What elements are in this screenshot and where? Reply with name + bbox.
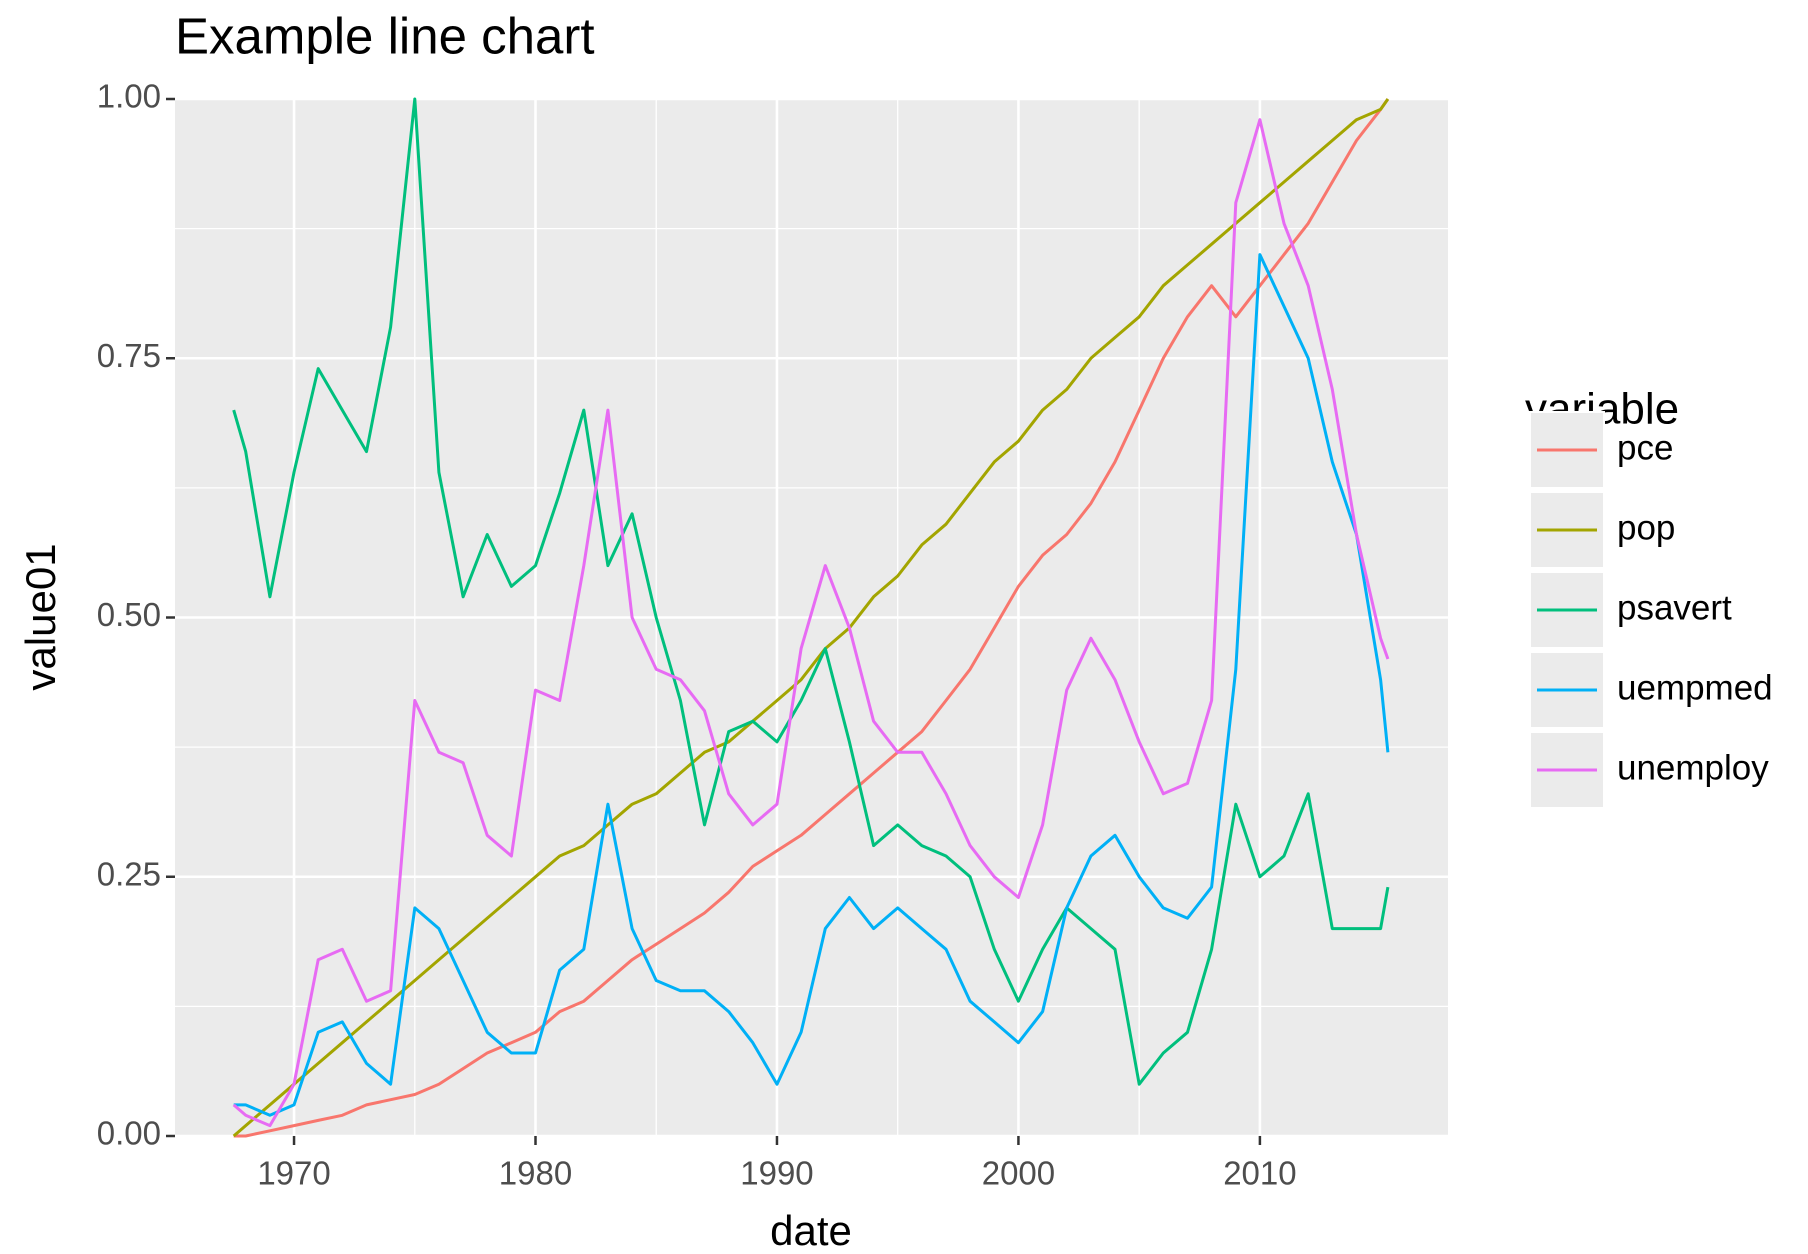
y-axis-label: value01 bbox=[17, 543, 64, 690]
chart-title: Example line chart bbox=[175, 7, 595, 64]
x-tick-label: 2010 bbox=[1223, 1155, 1296, 1192]
legend-label: psavert bbox=[1617, 588, 1732, 627]
y-tick-label: 0.25 bbox=[97, 855, 161, 892]
legend-label: pce bbox=[1617, 428, 1673, 467]
series-line bbox=[232, 97, 1390, 1086]
y-tick-label: 1.00 bbox=[97, 78, 161, 115]
legend-label: unemploy bbox=[1617, 748, 1769, 787]
series-line bbox=[232, 118, 1390, 1128]
series-line bbox=[232, 98, 1390, 1138]
x-tick-label: 1970 bbox=[257, 1155, 330, 1192]
y-tick-label: 0.50 bbox=[97, 596, 161, 633]
legend-label: pop bbox=[1617, 508, 1675, 547]
x-axis-label: date bbox=[770, 1207, 852, 1254]
x-tick-label: 1990 bbox=[740, 1155, 813, 1192]
series-line bbox=[233, 98, 1390, 1138]
legend-label: uempmed bbox=[1617, 668, 1773, 707]
series-line bbox=[233, 253, 1390, 1117]
y-tick-label: 0.75 bbox=[97, 337, 161, 374]
y-tick-label: 0.00 bbox=[97, 1115, 161, 1152]
x-tick-label: 2000 bbox=[982, 1155, 1055, 1192]
x-tick-label: 1980 bbox=[499, 1155, 572, 1192]
